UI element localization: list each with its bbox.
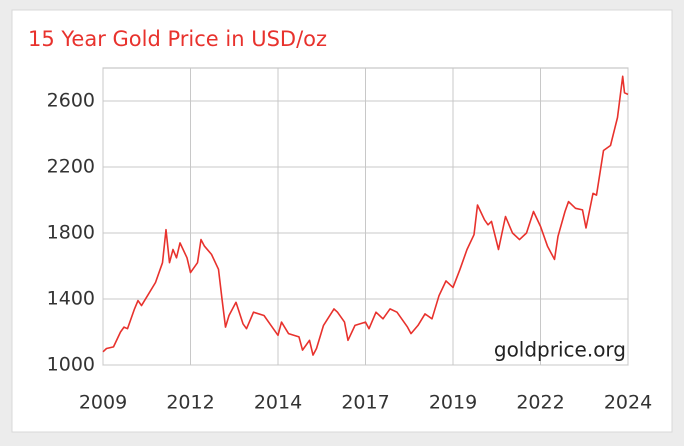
x-tick-label: 2009	[79, 392, 127, 414]
y-tick-label: 1800	[47, 222, 95, 244]
price-line	[102, 75, 629, 356]
x-tick-label: 2012	[166, 392, 214, 414]
y-tick-label: 2200	[47, 156, 95, 178]
y-tick-label: 2600	[47, 90, 95, 112]
x-tick-label: 2014	[254, 392, 302, 414]
x-tick-label: 2022	[516, 392, 564, 414]
y-tick-label: 1400	[47, 288, 95, 310]
x-tick-label: 2017	[341, 392, 389, 414]
y-tick-label: 1000	[47, 354, 95, 376]
chart-title: 15 Year Gold Price in USD/oz	[28, 27, 327, 51]
watermark: goldprice.org	[494, 338, 626, 362]
x-tick-label: 2024	[604, 392, 652, 414]
x-tick-label: 2019	[429, 392, 477, 414]
